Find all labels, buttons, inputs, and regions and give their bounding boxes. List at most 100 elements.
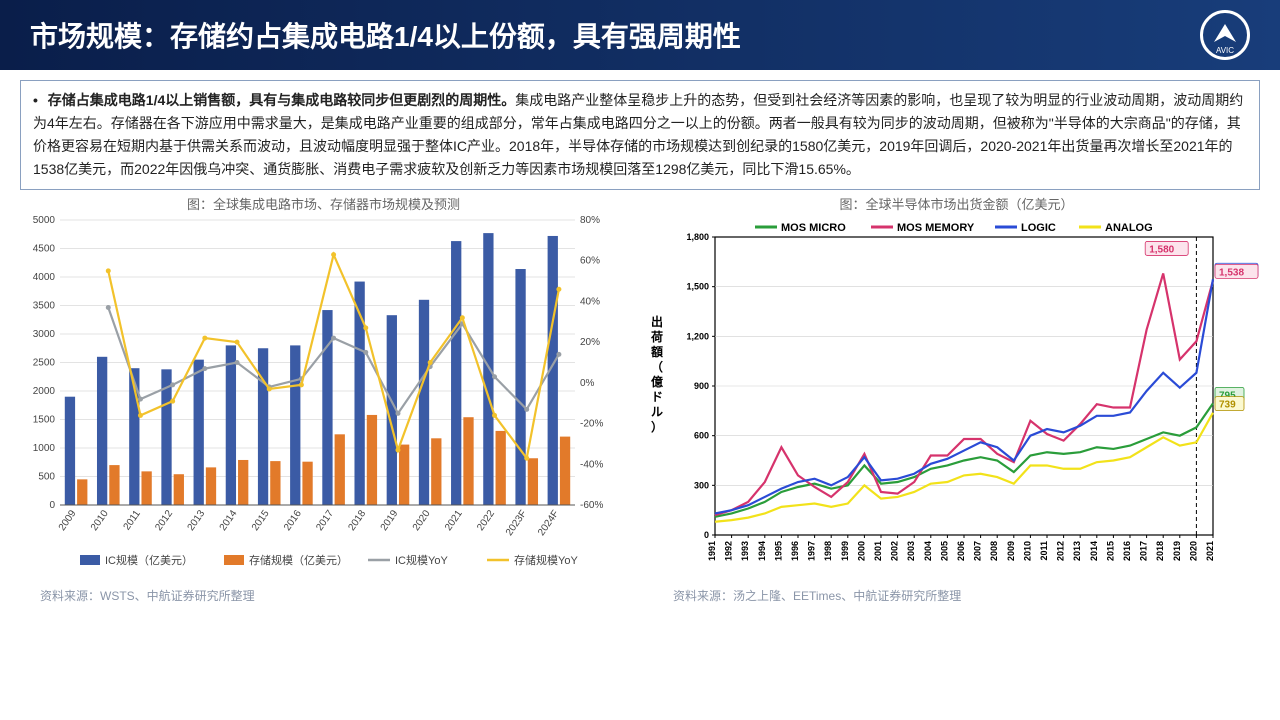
- body-text-box: • 存储占集成电路1/4以上销售额，具有与集成电路较同步但更剧烈的周期性。集成电…: [20, 80, 1260, 190]
- emphasis-text: 存储占集成电路1/4以上销售额，具有与集成电路较同步但更剧烈的周期性。: [48, 92, 515, 108]
- svg-text:2013: 2013: [186, 508, 208, 533]
- svg-text:1991: 1991: [707, 541, 717, 561]
- charts-row: 图：全球集成电路市场、存储器市场规模及预测 050010001500200025…: [0, 190, 1280, 604]
- left-chart-col: 图：全球集成电路市场、存储器市场规模及预测 050010001500200025…: [10, 194, 637, 604]
- left-chart-title: 图：全球集成电路市场、存储器市场规模及预测: [10, 194, 637, 213]
- svg-text:MOS MICRO: MOS MICRO: [781, 222, 846, 234]
- svg-text:存储规模YoY: 存储规模YoY: [514, 553, 578, 567]
- svg-text:ANALOG: ANALOG: [1105, 222, 1153, 234]
- svg-text:2016: 2016: [282, 508, 304, 533]
- svg-text:LOGIC: LOGIC: [1021, 222, 1056, 234]
- svg-text:2023F: 2023F: [504, 509, 529, 539]
- svg-text:500: 500: [38, 472, 55, 483]
- svg-text:荷: 荷: [650, 329, 663, 344]
- right-chart-title: 图：全球半导体市场出货金额（亿美元）: [643, 194, 1270, 213]
- svg-text:2024F: 2024F: [536, 509, 561, 539]
- svg-text:ル: ル: [651, 405, 663, 419]
- svg-text:（: （: [651, 359, 663, 374]
- svg-text:2020: 2020: [411, 508, 433, 533]
- svg-text:億: 億: [651, 374, 663, 389]
- svg-text:2012: 2012: [153, 508, 175, 533]
- svg-text:-60%: -60%: [580, 500, 603, 511]
- right-source: 资料来源：汤之上隆、EETimes、中航证券研究所整理: [673, 587, 1270, 604]
- svg-text:1994: 1994: [757, 541, 767, 561]
- svg-text:739: 739: [1219, 400, 1236, 411]
- slide-title: 市场规模：存储约占集成电路1/4以上份额，具有强周期性: [30, 15, 1200, 55]
- svg-text:1,500: 1,500: [686, 282, 709, 292]
- svg-text:IC规模YoY: IC规模YoY: [395, 553, 448, 567]
- svg-text:1500: 1500: [33, 415, 56, 426]
- svg-text:額: 額: [650, 344, 663, 359]
- svg-text:1,580: 1,580: [1149, 245, 1174, 256]
- svg-text:2001: 2001: [873, 541, 883, 561]
- svg-text:）: ）: [651, 419, 663, 434]
- right-chart-col: 图：全球半导体市场出货金额（亿美元） 0 300 600 900 1,200 1,500 1…: [643, 194, 1270, 604]
- left-source: 资料来源：WSTS、中航证券研究所整理: [40, 587, 637, 604]
- svg-text:1999: 1999: [840, 541, 850, 561]
- svg-text:2015: 2015: [1105, 541, 1115, 561]
- svg-text:1998: 1998: [823, 541, 833, 561]
- svg-text:2012: 2012: [1056, 541, 1066, 561]
- svg-text:2016: 2016: [1122, 541, 1132, 561]
- svg-text:20%: 20%: [580, 338, 600, 349]
- svg-text:2014: 2014: [218, 508, 240, 533]
- svg-text:1,800: 1,800: [686, 232, 709, 242]
- svg-text:2013: 2013: [1072, 541, 1082, 561]
- svg-text:2002: 2002: [890, 541, 900, 561]
- left-chart-svg: 0500100015002000250030003500400045005000…: [10, 215, 637, 585]
- svg-text:IC规模（亿美元）: IC规模（亿美元）: [105, 553, 193, 567]
- svg-text:2000: 2000: [856, 541, 866, 561]
- logo-text: AVIC: [1216, 46, 1234, 55]
- svg-text:2021: 2021: [443, 508, 465, 533]
- svg-text:2017: 2017: [314, 508, 336, 533]
- svg-text:2022: 2022: [475, 508, 497, 533]
- svg-text:2004: 2004: [923, 541, 933, 561]
- svg-text:4500: 4500: [33, 244, 56, 255]
- svg-text:存储规模（亿美元）: 存储规模（亿美元）: [249, 553, 348, 567]
- svg-text:ド: ド: [651, 390, 663, 404]
- svg-text:2020: 2020: [1188, 541, 1198, 561]
- svg-text:2010: 2010: [1022, 541, 1032, 561]
- svg-text:1996: 1996: [790, 541, 800, 561]
- svg-text:2011: 2011: [122, 508, 144, 532]
- svg-text:300: 300: [694, 481, 709, 491]
- svg-text:1997: 1997: [807, 541, 817, 561]
- svg-text:2003: 2003: [906, 541, 916, 561]
- svg-text:1995: 1995: [773, 541, 783, 561]
- svg-text:2007: 2007: [973, 541, 983, 561]
- svg-text:-20%: -20%: [580, 419, 603, 430]
- svg-text:1992: 1992: [724, 541, 734, 561]
- svg-text:1,200: 1,200: [686, 332, 709, 342]
- svg-text:900: 900: [694, 381, 709, 391]
- svg-text:2006: 2006: [956, 541, 966, 561]
- svg-text:2019: 2019: [379, 508, 401, 533]
- svg-text:2015: 2015: [250, 508, 272, 533]
- svg-text:MOS MEMORY: MOS MEMORY: [897, 222, 975, 234]
- svg-text:80%: 80%: [580, 215, 600, 226]
- svg-text:出: 出: [651, 314, 663, 329]
- svg-text:2009: 2009: [1006, 541, 1016, 561]
- svg-text:2008: 2008: [989, 541, 999, 561]
- svg-text:1993: 1993: [740, 541, 750, 561]
- svg-text:2011: 2011: [1039, 541, 1049, 561]
- bullet: •: [33, 92, 38, 108]
- svg-text:600: 600: [694, 431, 709, 441]
- svg-text:0: 0: [704, 530, 709, 540]
- svg-text:2018: 2018: [346, 508, 368, 533]
- svg-text:1,538: 1,538: [1219, 268, 1244, 279]
- svg-text:2500: 2500: [33, 358, 56, 369]
- svg-text:5000: 5000: [33, 215, 56, 226]
- svg-text:40%: 40%: [580, 297, 600, 308]
- svg-text:2009: 2009: [57, 508, 79, 533]
- body-text: • 存储占集成电路1/4以上销售额，具有与集成电路较同步但更剧烈的周期性。集成电…: [33, 89, 1247, 181]
- svg-text:2005: 2005: [939, 541, 949, 561]
- svg-text:2014: 2014: [1089, 541, 1099, 561]
- slide-header: 市场规模：存储约占集成电路1/4以上份额，具有强周期性 AVIC: [0, 0, 1280, 70]
- svg-text:2000: 2000: [33, 386, 56, 397]
- avic-logo: AVIC: [1200, 10, 1250, 60]
- svg-text:3000: 3000: [33, 329, 56, 340]
- right-chart-svg: 0 300 600 900 1,200 1,500 1,800 1991 1992 1993 199…: [643, 215, 1270, 585]
- svg-text:2021: 2021: [1205, 541, 1215, 561]
- svg-text:2019: 2019: [1172, 541, 1182, 561]
- svg-text:2018: 2018: [1155, 541, 1165, 561]
